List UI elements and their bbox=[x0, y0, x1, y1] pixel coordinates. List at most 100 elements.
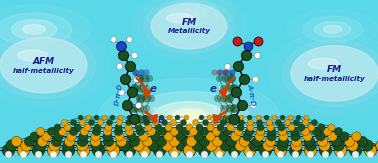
Point bbox=[220, 106, 226, 109]
Point bbox=[88, 121, 94, 123]
Point bbox=[125, 121, 131, 123]
Point bbox=[292, 149, 298, 151]
Point bbox=[53, 139, 59, 142]
Point bbox=[56, 135, 62, 137]
Point bbox=[77, 116, 83, 119]
Point bbox=[226, 96, 232, 99]
Point bbox=[256, 121, 262, 123]
Point bbox=[254, 139, 260, 142]
Point bbox=[125, 116, 132, 119]
Point bbox=[207, 125, 213, 128]
Point bbox=[279, 130, 285, 133]
Point bbox=[212, 87, 218, 89]
Circle shape bbox=[314, 22, 351, 37]
Point bbox=[206, 116, 212, 119]
Point bbox=[127, 65, 133, 67]
Point bbox=[211, 70, 217, 73]
Point bbox=[140, 135, 146, 137]
Point bbox=[116, 121, 122, 123]
Point bbox=[135, 77, 141, 80]
Point bbox=[231, 153, 237, 155]
Point bbox=[135, 104, 141, 106]
Point bbox=[131, 118, 137, 120]
Point bbox=[143, 96, 149, 99]
Point bbox=[353, 135, 359, 137]
Point bbox=[367, 153, 373, 155]
Point bbox=[237, 144, 243, 147]
Point bbox=[137, 130, 143, 133]
Point bbox=[216, 77, 222, 80]
Point bbox=[131, 87, 137, 89]
Point bbox=[277, 125, 284, 128]
Point bbox=[216, 70, 222, 73]
Point bbox=[238, 116, 244, 119]
Point bbox=[220, 135, 226, 137]
Point bbox=[68, 135, 74, 137]
Point bbox=[247, 121, 253, 123]
Point bbox=[118, 139, 124, 142]
Point bbox=[333, 139, 339, 142]
Point bbox=[59, 130, 65, 133]
Point bbox=[50, 149, 56, 151]
Text: FM: FM bbox=[327, 65, 342, 74]
Circle shape bbox=[171, 110, 207, 125]
Point bbox=[329, 135, 335, 137]
Point bbox=[201, 121, 208, 123]
Point bbox=[82, 130, 88, 133]
Point bbox=[145, 106, 151, 109]
Point bbox=[137, 87, 143, 89]
Point bbox=[359, 139, 365, 142]
Circle shape bbox=[324, 25, 342, 33]
Point bbox=[231, 106, 237, 109]
Point bbox=[35, 149, 41, 151]
Point bbox=[290, 130, 296, 133]
Point bbox=[241, 139, 247, 142]
Point bbox=[230, 116, 236, 119]
Ellipse shape bbox=[17, 50, 48, 61]
Point bbox=[228, 139, 234, 142]
Point bbox=[180, 121, 186, 123]
Point bbox=[95, 153, 101, 155]
Ellipse shape bbox=[308, 58, 339, 69]
Point bbox=[302, 130, 308, 133]
Text: half-metallicity: half-metallicity bbox=[12, 68, 74, 74]
Point bbox=[151, 87, 157, 89]
Point bbox=[280, 139, 286, 142]
Point bbox=[128, 135, 134, 137]
Point bbox=[232, 135, 238, 137]
Point bbox=[80, 149, 86, 151]
Point bbox=[265, 144, 271, 147]
Point bbox=[222, 116, 228, 119]
Circle shape bbox=[151, 101, 227, 134]
Point bbox=[155, 125, 161, 128]
Point bbox=[244, 135, 250, 137]
Point bbox=[186, 125, 192, 128]
Point bbox=[74, 125, 80, 128]
Ellipse shape bbox=[0, 32, 96, 98]
Point bbox=[328, 125, 334, 128]
Ellipse shape bbox=[151, 3, 227, 49]
Point bbox=[288, 125, 294, 128]
Point bbox=[165, 125, 171, 128]
Point bbox=[220, 121, 226, 123]
Point bbox=[171, 149, 177, 151]
Point bbox=[152, 121, 158, 123]
Circle shape bbox=[178, 112, 200, 122]
Ellipse shape bbox=[151, 3, 227, 49]
Point bbox=[50, 153, 56, 155]
Point bbox=[235, 130, 241, 133]
Point bbox=[148, 96, 154, 99]
Point bbox=[262, 153, 268, 155]
Point bbox=[222, 77, 228, 80]
Point bbox=[137, 106, 143, 109]
Point bbox=[184, 139, 190, 142]
Point bbox=[106, 121, 112, 123]
Point bbox=[217, 87, 223, 89]
Point bbox=[79, 144, 85, 147]
Point bbox=[65, 144, 71, 147]
Point bbox=[110, 153, 116, 155]
Point bbox=[97, 121, 103, 123]
Point bbox=[224, 130, 230, 133]
Point bbox=[293, 139, 299, 142]
Point bbox=[266, 121, 272, 123]
